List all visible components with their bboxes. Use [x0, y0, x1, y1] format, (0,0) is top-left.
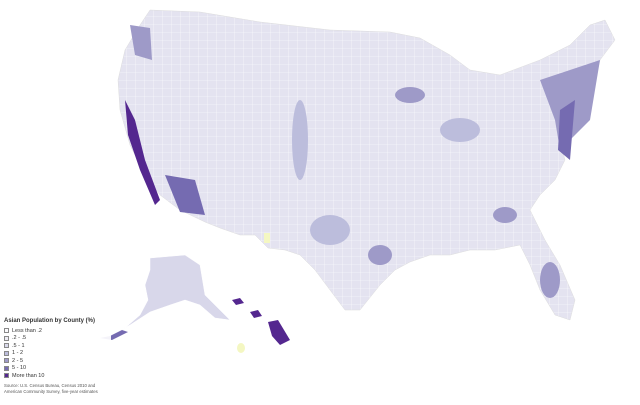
alaska: [104, 254, 231, 341]
legend-item: Less than .2: [4, 327, 108, 335]
source-note: Source: U.S. Census Bureau, Census 2010 …: [4, 382, 98, 394]
legend-swatch: [4, 350, 9, 356]
legend-label: More than 10: [12, 372, 45, 379]
legend-label: .2 - .5: [12, 335, 27, 342]
legend-swatch: [4, 373, 9, 379]
legend-swatch: [4, 365, 9, 371]
legend-swatch: [4, 343, 9, 349]
map-legend: Asian Population by County (%) Less than…: [1, 316, 111, 397]
legend-item: .2 - .5: [4, 335, 108, 343]
no-data-county: [237, 343, 245, 353]
legend-swatch: [4, 358, 9, 364]
legend-label: .5 - 1: [12, 342, 25, 349]
legend-swatch: [4, 328, 9, 334]
legend-label: 5 - 10: [12, 365, 27, 372]
high-concentration-areas: [125, 25, 600, 298]
legend-item: More than 10: [4, 372, 108, 380]
hawaii: [232, 298, 290, 345]
legend-title: Asian Population by County (%): [4, 318, 95, 324]
legend-label: Less than .2: [12, 327, 42, 334]
legend-item: 5 - 10: [4, 365, 108, 373]
contiguous-us: [117, 9, 616, 321]
legend-label: 1 - 2: [12, 350, 24, 357]
legend-label: 2 - 5: [12, 357, 24, 364]
legend-swatch: [4, 335, 9, 341]
legend-item: 2 - 5: [4, 357, 108, 365]
legend-item: 1 - 2: [4, 350, 108, 358]
legend-item: .5 - 1: [4, 342, 108, 350]
no-data-county: [264, 233, 270, 243]
